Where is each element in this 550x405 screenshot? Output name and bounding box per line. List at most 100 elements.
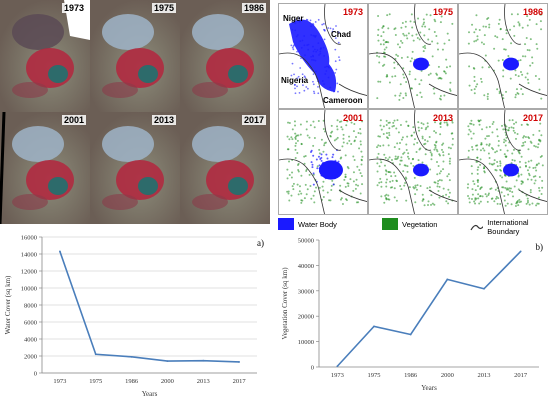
- data-point: [130, 355, 133, 358]
- water-swatch: [278, 218, 294, 230]
- data-point: [483, 287, 485, 290]
- y-tick-label: 20000: [298, 314, 314, 321]
- y-tick-label: 40000: [298, 263, 314, 270]
- data-point: [336, 365, 339, 368]
- y-tick-label: 16000: [21, 235, 37, 242]
- data-point: [238, 361, 240, 363]
- vegetation-swatch: [382, 218, 398, 230]
- vegetation-cover-chart-svg: 0 10000 20000 30000 40000 50000 1973 1975 1986 20…: [281, 238, 544, 393]
- y-tick-label: 2000: [24, 354, 37, 361]
- y-tick-label: 4000: [24, 337, 37, 344]
- y-tick-label: 30000: [298, 288, 314, 295]
- map-year-label: 2001: [342, 113, 363, 123]
- legend-water-label: Water Body: [298, 219, 337, 229]
- data-point: [446, 278, 449, 281]
- map-legend: Water Body Vegetation International Boun…: [278, 216, 550, 236]
- satellite-year-label: 1975: [151, 3, 176, 13]
- x-tick-label: 2017: [514, 372, 528, 379]
- y-tick-label: 50000: [298, 238, 314, 245]
- satellite-image-2017: [180, 112, 270, 224]
- classified-map-2013: [369, 110, 457, 214]
- satellite-tile-2017: 2017: [180, 112, 270, 224]
- x-tick-label: 2000: [161, 378, 174, 385]
- data-point: [59, 250, 61, 253]
- panel-label: a): [257, 238, 264, 248]
- classified-map-1986: [459, 4, 547, 108]
- legend-boundary-label: International Boundary: [487, 218, 529, 236]
- y-tick-label: 0: [311, 365, 314, 372]
- satellite-tile-1975: 1975: [90, 0, 180, 112]
- satellite-year-label: 1986: [241, 3, 266, 13]
- x-tick-label: 2000: [441, 372, 454, 379]
- x-axis-label: Years: [142, 390, 158, 398]
- country-label-nigeria: Nigeria: [281, 76, 309, 85]
- x-tick-label: 1973: [331, 372, 344, 379]
- satellite-tile-2001: 2001: [0, 112, 90, 224]
- classified-map-2001: [279, 110, 367, 214]
- map-tile-2001: 2001: [278, 109, 368, 215]
- panel-label: b): [536, 242, 544, 252]
- y-tick-label: 0: [34, 371, 37, 378]
- satellite-year-label: 2001: [61, 115, 86, 125]
- x-tick-label: 1975: [368, 372, 381, 379]
- map-year-label: 1975: [432, 7, 453, 17]
- x-tick-label: 1986: [125, 378, 139, 385]
- map-year-label: 2013: [432, 113, 453, 123]
- y-tick-label: 10000: [21, 286, 37, 293]
- data-point: [166, 360, 169, 362]
- legend-vegetation: Vegetation: [382, 218, 437, 230]
- classified-map-2017: [459, 110, 547, 214]
- y-axis-label: Vegetation Cover (sq km): [281, 267, 289, 340]
- classified-map-1973: [279, 4, 367, 108]
- satellite-tile-1973: 1973: [0, 0, 90, 112]
- classified-map-1975: [369, 4, 457, 108]
- satellite-image-1975: [90, 0, 180, 112]
- satellite-image-1986: [180, 0, 270, 112]
- x-tick-label: 2017: [233, 378, 247, 385]
- water-cover-chart: 0 2000 4000 6000 8000 10000 12000 14000 16000 197…: [0, 228, 275, 400]
- water-cover-chart-svg: 0 2000 4000 6000 8000 10000 12000 14000 16000 197…: [4, 235, 264, 399]
- country-label-cameroon: Cameroon: [323, 96, 363, 105]
- series-line: [336, 250, 522, 367]
- data-point: [409, 333, 412, 336]
- map-tile-1975: 1975: [368, 3, 458, 109]
- satellite-image-2013: [90, 112, 180, 224]
- y-tick-label: 10000: [298, 339, 314, 346]
- y-tick-label: 6000: [24, 320, 37, 327]
- satellite-tile-1986: 1986: [180, 0, 270, 112]
- boundary-line-icon: [470, 224, 484, 231]
- x-tick-label: 1986: [404, 372, 418, 379]
- x-tick-label: 2013: [478, 372, 491, 379]
- map-year-label: 1986: [522, 7, 543, 17]
- series-line: [59, 251, 240, 363]
- map-tile-1986: 1986: [458, 3, 548, 109]
- x-tick-label: 1973: [53, 378, 66, 385]
- legend-vegetation-label: Vegetation: [402, 219, 438, 229]
- legend-boundary: International Boundary: [470, 218, 550, 236]
- vegetation-cover-chart: 0 10000 20000 30000 40000 50000 1973 1975 1986 20…: [275, 228, 550, 400]
- data-point: [202, 359, 205, 362]
- satellite-image-2001: [0, 112, 90, 224]
- y-tick-label: 12000: [21, 269, 37, 276]
- map-tile-1973: 1973 Niger Chad Nigeria Cameroon: [278, 3, 368, 109]
- satellite-image-1973: [0, 0, 90, 112]
- data-point: [373, 325, 375, 328]
- map-tile-2013: 2013: [368, 109, 458, 215]
- y-axis-label: Water Cover (sq km): [4, 275, 12, 334]
- x-tick-label: 2013: [197, 378, 210, 385]
- country-label-chad: Chad: [331, 30, 351, 39]
- map-tile-2017: 2017: [458, 109, 548, 215]
- map-year-label: 2017: [522, 113, 543, 123]
- y-tick-label: 14000: [21, 252, 37, 259]
- map-year-label: 1973: [342, 7, 363, 17]
- satellite-year-label: 1973: [61, 3, 86, 13]
- satellite-tile-2013: 2013: [90, 112, 180, 224]
- satellite-year-label: 2017: [241, 115, 266, 125]
- legend-water: Water Body: [278, 218, 337, 230]
- x-tick-label: 1975: [89, 378, 102, 385]
- country-label-niger: Niger: [283, 14, 304, 23]
- data-point: [519, 250, 522, 253]
- data-point: [94, 353, 97, 356]
- x-axis-label: Years: [421, 384, 437, 392]
- satellite-year-label: 2013: [151, 115, 176, 125]
